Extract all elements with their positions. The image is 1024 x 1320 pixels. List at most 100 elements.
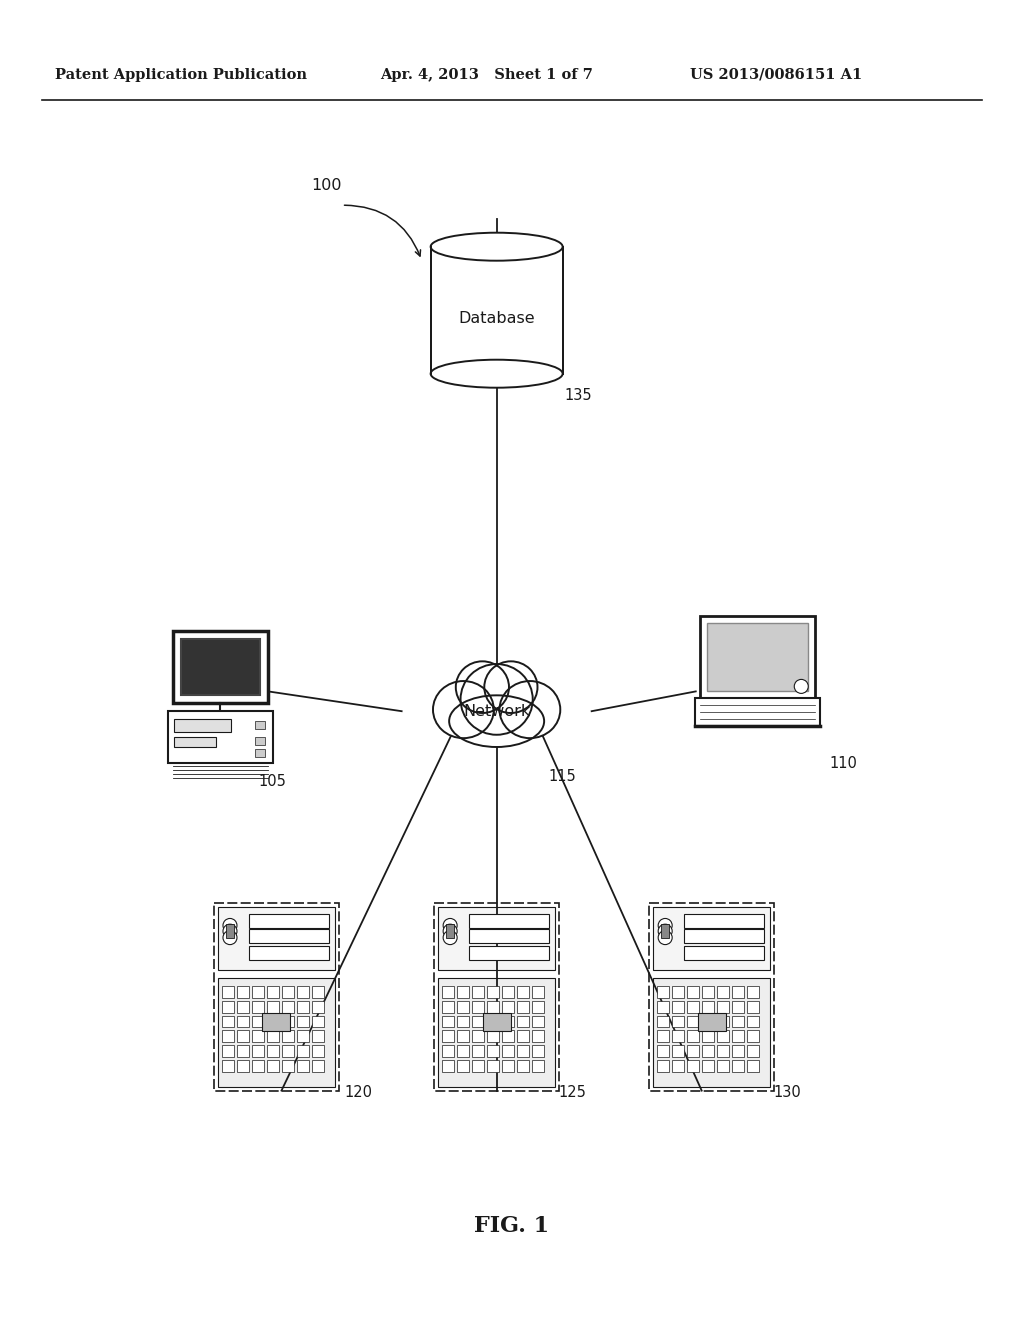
- FancyBboxPatch shape: [297, 1031, 309, 1041]
- Text: US 2013/0086151 A1: US 2013/0086151 A1: [690, 69, 862, 82]
- FancyBboxPatch shape: [237, 986, 249, 998]
- Ellipse shape: [461, 664, 532, 735]
- FancyBboxPatch shape: [517, 1031, 529, 1041]
- FancyBboxPatch shape: [218, 907, 335, 970]
- FancyBboxPatch shape: [446, 924, 454, 939]
- FancyBboxPatch shape: [732, 1001, 744, 1012]
- FancyBboxPatch shape: [267, 1001, 279, 1012]
- FancyBboxPatch shape: [312, 1001, 324, 1012]
- FancyBboxPatch shape: [517, 1015, 529, 1027]
- FancyBboxPatch shape: [700, 616, 815, 698]
- Text: 125: 125: [559, 1085, 587, 1100]
- FancyBboxPatch shape: [487, 1031, 499, 1041]
- FancyBboxPatch shape: [502, 1031, 514, 1041]
- FancyBboxPatch shape: [249, 928, 329, 942]
- FancyBboxPatch shape: [653, 978, 770, 1086]
- Ellipse shape: [433, 681, 494, 738]
- Text: Patent Application Publication: Patent Application Publication: [55, 69, 307, 82]
- FancyBboxPatch shape: [252, 1060, 264, 1072]
- FancyBboxPatch shape: [469, 915, 549, 928]
- Text: 135: 135: [564, 388, 592, 403]
- FancyBboxPatch shape: [672, 1031, 684, 1041]
- FancyBboxPatch shape: [717, 1001, 729, 1012]
- FancyBboxPatch shape: [249, 945, 329, 960]
- FancyBboxPatch shape: [267, 1060, 279, 1072]
- FancyBboxPatch shape: [282, 986, 294, 998]
- FancyBboxPatch shape: [222, 1001, 233, 1012]
- Circle shape: [658, 919, 672, 932]
- FancyBboxPatch shape: [487, 1060, 499, 1072]
- FancyBboxPatch shape: [502, 1001, 514, 1012]
- Circle shape: [658, 924, 672, 939]
- Text: FIG. 1: FIG. 1: [474, 1214, 550, 1237]
- FancyBboxPatch shape: [282, 1031, 294, 1041]
- FancyBboxPatch shape: [442, 1045, 454, 1057]
- FancyBboxPatch shape: [255, 738, 264, 746]
- Circle shape: [795, 680, 808, 693]
- FancyBboxPatch shape: [442, 1060, 454, 1072]
- FancyBboxPatch shape: [717, 986, 729, 998]
- Circle shape: [223, 924, 237, 939]
- FancyBboxPatch shape: [457, 1001, 469, 1012]
- FancyBboxPatch shape: [457, 1031, 469, 1041]
- FancyBboxPatch shape: [482, 1014, 511, 1031]
- FancyBboxPatch shape: [672, 986, 684, 998]
- FancyBboxPatch shape: [252, 1045, 264, 1057]
- FancyBboxPatch shape: [502, 1060, 514, 1072]
- Ellipse shape: [431, 232, 562, 261]
- FancyBboxPatch shape: [469, 945, 549, 960]
- FancyBboxPatch shape: [732, 1045, 744, 1057]
- FancyBboxPatch shape: [532, 1060, 544, 1072]
- Circle shape: [658, 931, 672, 945]
- FancyBboxPatch shape: [312, 1015, 324, 1027]
- FancyBboxPatch shape: [218, 978, 335, 1086]
- FancyBboxPatch shape: [684, 915, 764, 928]
- FancyBboxPatch shape: [438, 978, 555, 1086]
- FancyBboxPatch shape: [702, 1015, 714, 1027]
- Circle shape: [443, 919, 457, 932]
- FancyBboxPatch shape: [457, 1015, 469, 1027]
- FancyBboxPatch shape: [472, 1031, 484, 1041]
- FancyBboxPatch shape: [472, 986, 484, 998]
- FancyBboxPatch shape: [297, 1045, 309, 1057]
- Text: 130: 130: [774, 1085, 802, 1100]
- FancyBboxPatch shape: [438, 907, 555, 970]
- FancyBboxPatch shape: [684, 928, 764, 942]
- FancyBboxPatch shape: [442, 986, 454, 998]
- FancyBboxPatch shape: [237, 1001, 249, 1012]
- FancyBboxPatch shape: [472, 1015, 484, 1027]
- FancyBboxPatch shape: [487, 986, 499, 998]
- FancyBboxPatch shape: [687, 1031, 699, 1041]
- FancyBboxPatch shape: [267, 986, 279, 998]
- FancyBboxPatch shape: [702, 1060, 714, 1072]
- FancyBboxPatch shape: [517, 1001, 529, 1012]
- Ellipse shape: [456, 661, 509, 713]
- Circle shape: [223, 919, 237, 932]
- FancyBboxPatch shape: [732, 1015, 744, 1027]
- FancyBboxPatch shape: [222, 1031, 233, 1041]
- FancyBboxPatch shape: [249, 915, 329, 928]
- Text: 105: 105: [258, 775, 286, 789]
- FancyBboxPatch shape: [282, 1045, 294, 1057]
- FancyBboxPatch shape: [252, 986, 264, 998]
- FancyBboxPatch shape: [697, 1014, 726, 1031]
- FancyBboxPatch shape: [442, 1031, 454, 1041]
- FancyBboxPatch shape: [252, 1031, 264, 1041]
- FancyBboxPatch shape: [267, 1045, 279, 1057]
- FancyBboxPatch shape: [472, 1045, 484, 1057]
- FancyBboxPatch shape: [748, 986, 759, 998]
- FancyBboxPatch shape: [732, 1060, 744, 1072]
- FancyBboxPatch shape: [748, 1001, 759, 1012]
- Ellipse shape: [450, 696, 544, 747]
- FancyBboxPatch shape: [517, 1045, 529, 1057]
- FancyBboxPatch shape: [297, 986, 309, 998]
- Ellipse shape: [500, 681, 560, 738]
- FancyBboxPatch shape: [672, 1015, 684, 1027]
- FancyBboxPatch shape: [174, 719, 231, 733]
- FancyBboxPatch shape: [687, 1015, 699, 1027]
- Ellipse shape: [484, 661, 538, 713]
- FancyBboxPatch shape: [252, 1001, 264, 1012]
- FancyBboxPatch shape: [687, 1045, 699, 1057]
- Text: Network: Network: [463, 704, 530, 718]
- FancyBboxPatch shape: [657, 1001, 669, 1012]
